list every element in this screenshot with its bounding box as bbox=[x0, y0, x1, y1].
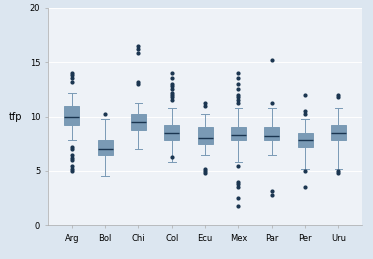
PathPatch shape bbox=[331, 125, 346, 140]
PathPatch shape bbox=[231, 127, 246, 140]
PathPatch shape bbox=[64, 106, 79, 125]
PathPatch shape bbox=[98, 140, 113, 155]
PathPatch shape bbox=[298, 133, 313, 147]
PathPatch shape bbox=[264, 127, 279, 140]
PathPatch shape bbox=[164, 125, 179, 140]
Y-axis label: tfp: tfp bbox=[9, 112, 22, 121]
PathPatch shape bbox=[131, 114, 146, 130]
PathPatch shape bbox=[198, 127, 213, 144]
